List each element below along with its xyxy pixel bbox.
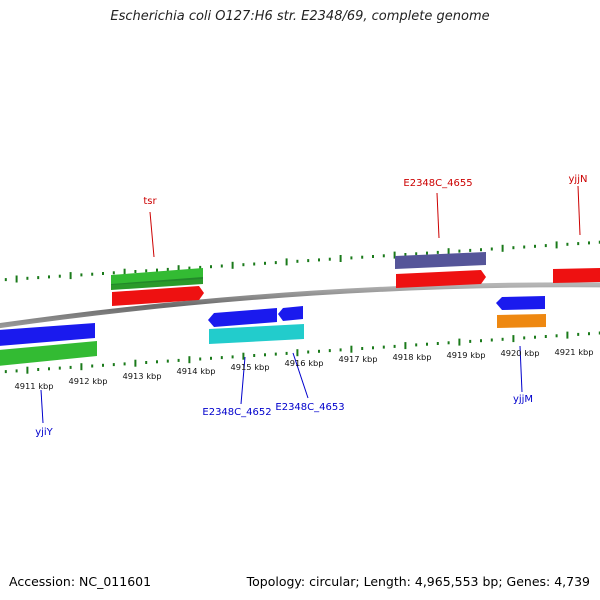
scale-labels: 4911 kbp 4912 kbp 4913 kbp 4914 kbp 4915… — [14, 347, 593, 391]
scale-label: 4914 kbp — [176, 366, 215, 376]
gene-yjjN-red-block[interactable] — [553, 268, 600, 283]
gene-label-yjiY: yjiY — [35, 427, 53, 438]
gene-yjiY-green-block[interactable] — [0, 341, 97, 366]
scale-label: 4915 kbp — [230, 362, 269, 372]
scale-label: 4917 kbp — [338, 354, 377, 364]
gene-E2348C_4655-red-arrow[interactable] — [396, 270, 486, 288]
scale-label: 4916 kbp — [284, 358, 323, 368]
scale-label: 4921 kbp — [554, 347, 593, 357]
forward-label-lines — [149, 185, 581, 258]
gene-blue-left[interactable] — [0, 323, 95, 346]
scale-label: 4911 kbp — [14, 381, 53, 391]
reverse-label-lines — [40, 345, 523, 424]
map-title: Escherichia coli O127:H6 str. E2348/69, … — [110, 9, 490, 24]
accession-text: Accession: NC_011601 — [9, 574, 152, 589]
gene-label-tsr: tsr — [143, 196, 157, 207]
gene-E2348C_4653-blue-arrow[interactable] — [278, 306, 303, 321]
forward-strand-ticks — [4, 240, 600, 283]
topology-text: Topology: circular; Length: 4,965,553 bp… — [246, 574, 590, 589]
gene-yjjM-orange-block[interactable] — [497, 314, 546, 328]
gene-label-yjjN: yjjN — [569, 174, 588, 185]
scale-label: 4920 kbp — [500, 348, 539, 358]
scale-label: 4919 kbp — [446, 350, 485, 360]
gene-label-E2348C_4652: E2348C_4652 — [202, 407, 271, 418]
gene-tsr-green-lower[interactable] — [111, 279, 203, 290]
gene-label-yjjM: yjjM — [513, 394, 533, 405]
gene-cyan-block[interactable] — [209, 324, 304, 344]
gene-label-E2348C_4653: E2348C_4653 — [275, 402, 344, 413]
gene-label-E2348C_4655: E2348C_4655 — [403, 178, 472, 189]
scale-label: 4912 kbp — [68, 376, 107, 386]
gene-tsr-red-arrow[interactable] — [112, 286, 204, 306]
reverse-strand-ticks — [4, 331, 600, 374]
genome-backbone — [0, 282, 600, 329]
scale-label: 4918 kbp — [392, 352, 431, 362]
gene-E2348C_4652-blue-arrow[interactable] — [208, 308, 277, 327]
gene-yjjM-blue-arrow[interactable] — [496, 296, 545, 310]
scale-label: 4913 kbp — [122, 371, 161, 381]
gene-purple-block[interactable] — [395, 252, 486, 269]
